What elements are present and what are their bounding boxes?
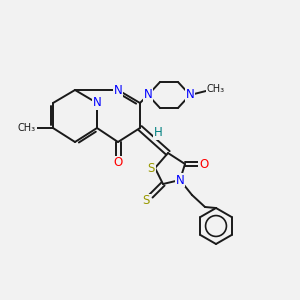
Text: N: N bbox=[144, 88, 152, 101]
Text: N: N bbox=[114, 83, 122, 97]
Text: CH₃: CH₃ bbox=[207, 84, 225, 94]
Text: H: H bbox=[154, 127, 162, 140]
Text: CH₃: CH₃ bbox=[18, 123, 36, 133]
Text: N: N bbox=[93, 97, 101, 110]
Text: S: S bbox=[147, 161, 155, 175]
Text: O: O bbox=[113, 157, 123, 169]
Text: N: N bbox=[176, 173, 184, 187]
Text: S: S bbox=[142, 194, 150, 208]
Text: N: N bbox=[186, 88, 194, 101]
Text: O: O bbox=[200, 158, 208, 170]
